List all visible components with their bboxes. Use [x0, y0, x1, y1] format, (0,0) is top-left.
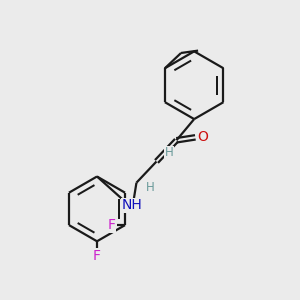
Text: O: O	[197, 130, 208, 144]
Text: H: H	[164, 146, 173, 159]
Text: H: H	[146, 181, 155, 194]
Text: F: F	[93, 249, 101, 263]
Text: NH: NH	[122, 198, 142, 212]
Text: F: F	[108, 218, 116, 232]
